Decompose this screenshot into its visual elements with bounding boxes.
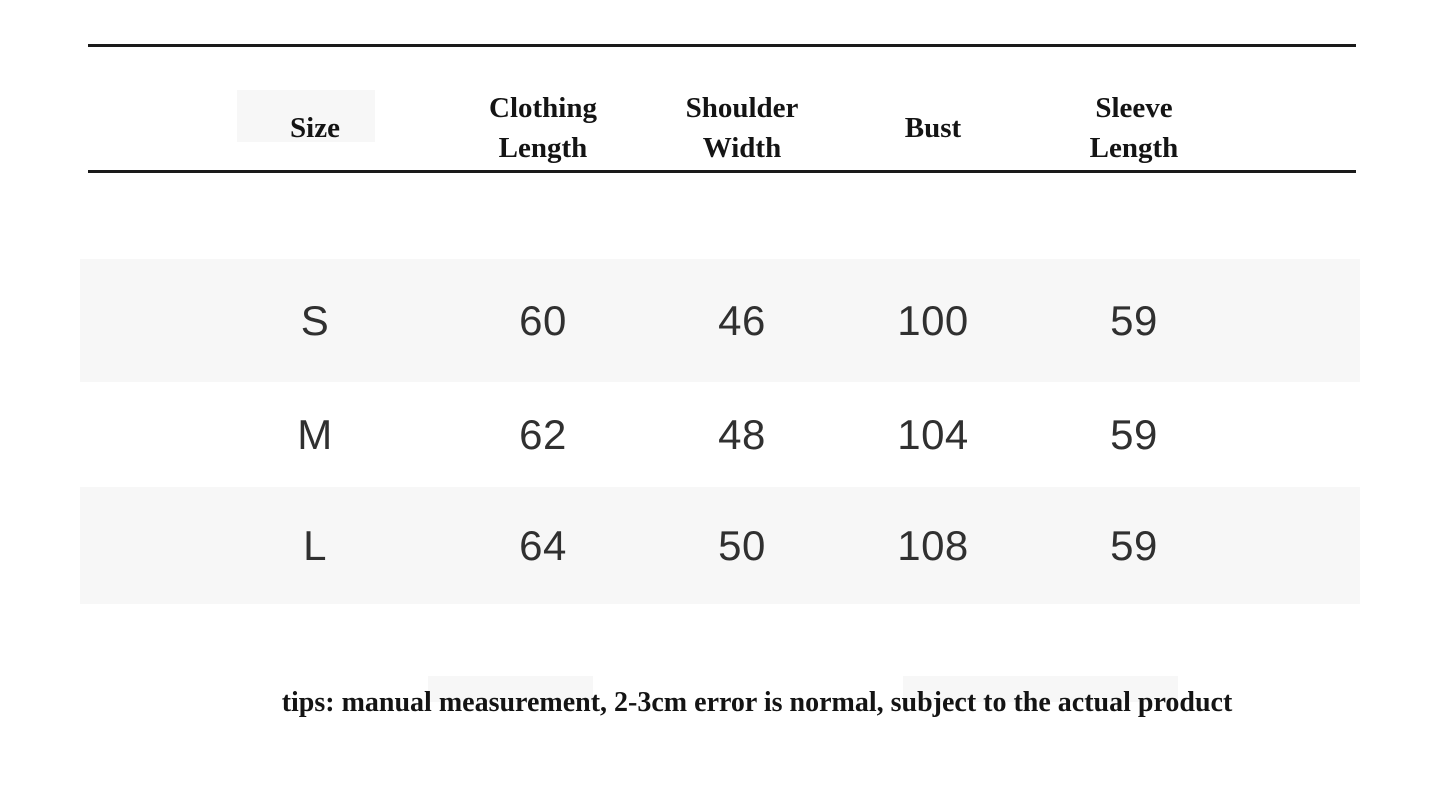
value-cell: 59 bbox=[1110, 296, 1158, 344]
column-header-bust: Bust bbox=[904, 111, 962, 144]
value-cell: 108 bbox=[897, 521, 969, 569]
highlight-artifact bbox=[428, 676, 593, 702]
value-cell: 46 bbox=[718, 296, 766, 344]
highlight-artifact bbox=[237, 90, 375, 142]
size-cell: L bbox=[303, 521, 327, 569]
value-cell: 104 bbox=[897, 410, 969, 458]
value-cell: 48 bbox=[718, 410, 766, 458]
column-header-size: Size bbox=[290, 111, 340, 144]
size-cell: M bbox=[297, 410, 333, 458]
table-row: L 64 50 108 59 bbox=[80, 487, 1360, 604]
tips-note: tips: manual measurement, 2-3cm error is… bbox=[281, 687, 1233, 718]
value-cell: 62 bbox=[519, 410, 567, 458]
value-cell: 59 bbox=[1110, 521, 1158, 569]
value-cell: 60 bbox=[519, 296, 567, 344]
size-table-header: Size Clothing Length Shoulder Width Bust… bbox=[88, 44, 1356, 173]
column-header-shoulder-width: Shoulder Width bbox=[685, 91, 799, 164]
column-header-sleeve-length: Sleeve Length bbox=[1089, 91, 1179, 164]
value-cell: 59 bbox=[1110, 410, 1158, 458]
highlight-artifact bbox=[903, 676, 1178, 702]
size-cell: S bbox=[300, 296, 330, 344]
value-cell: 64 bbox=[519, 521, 567, 569]
value-cell: 50 bbox=[718, 521, 766, 569]
table-row: S 60 46 100 59 bbox=[80, 259, 1360, 382]
column-header-clothing-length: Clothing Length bbox=[489, 91, 597, 164]
value-cell: 100 bbox=[897, 296, 969, 344]
table-row: M 62 48 104 59 bbox=[80, 382, 1360, 487]
